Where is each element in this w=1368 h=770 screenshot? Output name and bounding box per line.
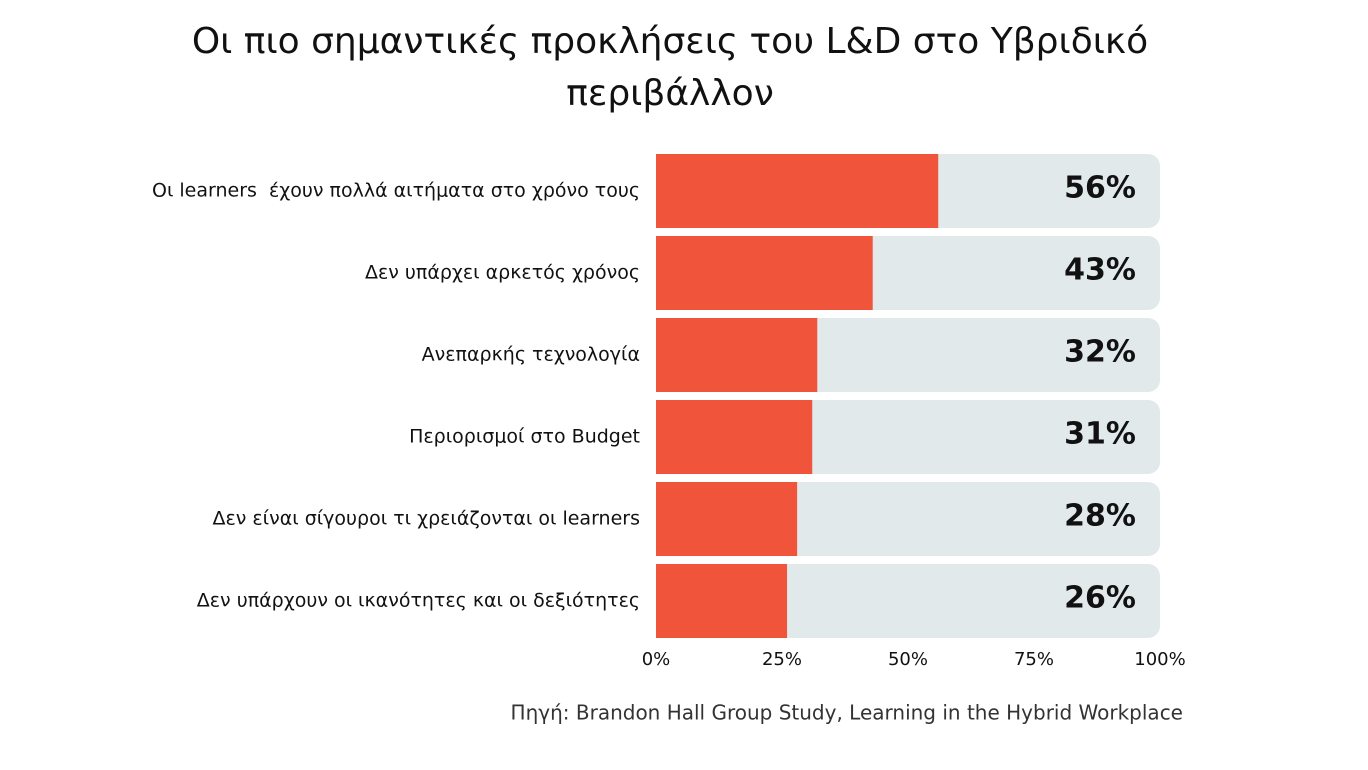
chart-title: Οι πιο σημαντικές προκλήσεις του L&D στο… — [191, 21, 1149, 114]
value-label: 26% — [1064, 581, 1136, 616]
category-label: Δεν υπάρχει αρκετός χρόνος — [365, 262, 640, 284]
category-label: Δεν είναι σίγουροι τι χρειάζονται οι lea… — [212, 508, 640, 530]
category-label: Ανεπαρκής τεχνολογία — [422, 344, 640, 366]
value-label: 31% — [1064, 417, 1136, 452]
bar — [656, 564, 788, 638]
bar — [656, 400, 813, 474]
bar — [656, 482, 798, 556]
x-tick-label: 50% — [888, 649, 928, 670]
x-tick-label: 100% — [1134, 649, 1185, 670]
source: Πηγή: Brandon Hall Group Study, Learning… — [511, 701, 1183, 725]
category-label: Δεν υπάρχουν οι ικανότητες και οι δεξιότ… — [197, 590, 640, 612]
bar — [656, 318, 818, 392]
x-tick-label: 75% — [1014, 649, 1054, 670]
value-label: 28% — [1064, 499, 1136, 534]
category-label: Περιορισμοί στο Budget — [409, 426, 640, 448]
x-tick-label: 25% — [762, 649, 802, 670]
category-label: Οι learners έχουν πολλά αιτήματα στο χρό… — [152, 180, 640, 202]
bar — [656, 236, 873, 310]
x-tick-label: 0% — [642, 649, 671, 670]
bar — [656, 154, 939, 228]
value-label: 56% — [1064, 171, 1136, 206]
value-label: 32% — [1064, 335, 1136, 370]
value-label: 43% — [1064, 253, 1136, 288]
